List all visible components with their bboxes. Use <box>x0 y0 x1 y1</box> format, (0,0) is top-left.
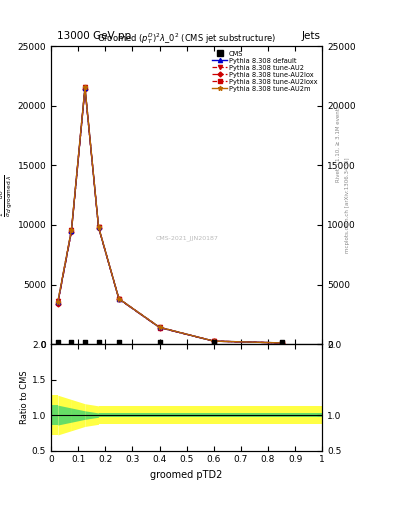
Pythia 8.308 default <box>96 224 101 230</box>
Pythia 8.308 tune-AU2 <box>96 224 101 230</box>
Pythia 8.308 tune-AU2loxx <box>211 338 216 344</box>
Pythia 8.308 tune-AU2loxx <box>157 325 162 331</box>
Pythia 8.308 tune-AU2 <box>83 83 87 90</box>
Pythia 8.308 default <box>55 300 60 306</box>
Point <box>211 337 217 346</box>
Pythia 8.308 tune-AU2 <box>116 295 121 302</box>
Pythia 8.308 tune-AU2loxx <box>96 224 101 230</box>
Pythia 8.308 tune-AU2 <box>211 338 216 344</box>
Pythia 8.308 default <box>211 338 216 344</box>
Pythia 8.308 tune-AU2lox <box>157 325 162 331</box>
Text: 13000 GeV pp: 13000 GeV pp <box>57 31 131 41</box>
Pythia 8.308 tune-AU2loxx <box>116 296 121 302</box>
Pythia 8.308 default <box>83 84 87 91</box>
Pythia 8.308 tune-AU2 <box>279 340 284 346</box>
Text: Rivet 3.1.10, ≥ 3.1M events: Rivet 3.1.10, ≥ 3.1M events <box>336 105 341 182</box>
Text: Jets: Jets <box>301 31 320 41</box>
Y-axis label: $\frac{1}{\sigma}\frac{d\sigma}{d\,\mathrm{groomed}\;\lambda}$: $\frac{1}{\sigma}\frac{d\sigma}{d\,\math… <box>0 174 15 217</box>
Pythia 8.308 tune-AU2lox <box>279 340 284 346</box>
Point <box>278 337 285 346</box>
Pythia 8.308 tune-AU2m <box>157 324 162 330</box>
Line: Pythia 8.308 tune-AU2loxx: Pythia 8.308 tune-AU2loxx <box>56 87 283 345</box>
Pythia 8.308 default <box>116 296 121 302</box>
Pythia 8.308 default <box>279 340 284 346</box>
Pythia 8.308 tune-AU2lox <box>96 225 101 231</box>
Y-axis label: Ratio to CMS: Ratio to CMS <box>20 371 29 424</box>
Pythia 8.308 tune-AU2loxx <box>83 86 87 92</box>
Point <box>156 337 163 346</box>
X-axis label: groomed pTD2: groomed pTD2 <box>151 470 223 480</box>
Pythia 8.308 tune-AU2 <box>55 298 60 304</box>
Pythia 8.308 tune-AU2lox <box>116 296 121 302</box>
Pythia 8.308 tune-AU2m <box>116 295 121 302</box>
Pythia 8.308 tune-AU2loxx <box>55 300 60 306</box>
Pythia 8.308 tune-AU2m <box>83 84 87 90</box>
Pythia 8.308 tune-AU2loxx <box>69 228 74 234</box>
Line: Pythia 8.308 tune-AU2: Pythia 8.308 tune-AU2 <box>56 84 284 345</box>
Point <box>116 337 122 346</box>
Title: Groomed $(p_T^D)^2\lambda\_0^2$ (CMS jet substructure): Groomed $(p_T^D)^2\lambda\_0^2$ (CMS jet… <box>97 31 276 46</box>
Pythia 8.308 tune-AU2m <box>69 227 74 233</box>
Pythia 8.308 tune-AU2lox <box>55 301 60 307</box>
Pythia 8.308 tune-AU2loxx <box>279 340 284 346</box>
Line: Pythia 8.308 tune-AU2m: Pythia 8.308 tune-AU2m <box>55 85 284 345</box>
Legend: CMS, Pythia 8.308 default, Pythia 8.308 tune-AU2, Pythia 8.308 tune-AU2lox, Pyth: CMS, Pythia 8.308 default, Pythia 8.308 … <box>211 50 319 93</box>
Point <box>95 337 102 346</box>
Text: CMS-2021_JJN20187: CMS-2021_JJN20187 <box>155 236 218 242</box>
Pythia 8.308 tune-AU2 <box>157 324 162 330</box>
Point <box>68 337 75 346</box>
Pythia 8.308 tune-AU2lox <box>211 338 216 344</box>
Text: mcplots.cern.ch [arXiv:1306.3436]: mcplots.cern.ch [arXiv:1306.3436] <box>345 157 350 252</box>
Pythia 8.308 tune-AU2lox <box>69 229 74 235</box>
Pythia 8.308 default <box>69 228 74 234</box>
Pythia 8.308 tune-AU2m <box>279 340 284 346</box>
Pythia 8.308 default <box>157 325 162 331</box>
Pythia 8.308 tune-AU2m <box>211 338 216 344</box>
Point <box>82 337 88 346</box>
Pythia 8.308 tune-AU2m <box>96 224 101 230</box>
Pythia 8.308 tune-AU2m <box>55 298 60 305</box>
Pythia 8.308 tune-AU2 <box>69 227 74 233</box>
Pythia 8.308 tune-AU2lox <box>83 86 87 92</box>
Line: Pythia 8.308 default: Pythia 8.308 default <box>56 86 284 345</box>
Line: Pythia 8.308 tune-AU2lox: Pythia 8.308 tune-AU2lox <box>56 87 283 345</box>
Point <box>55 337 61 346</box>
